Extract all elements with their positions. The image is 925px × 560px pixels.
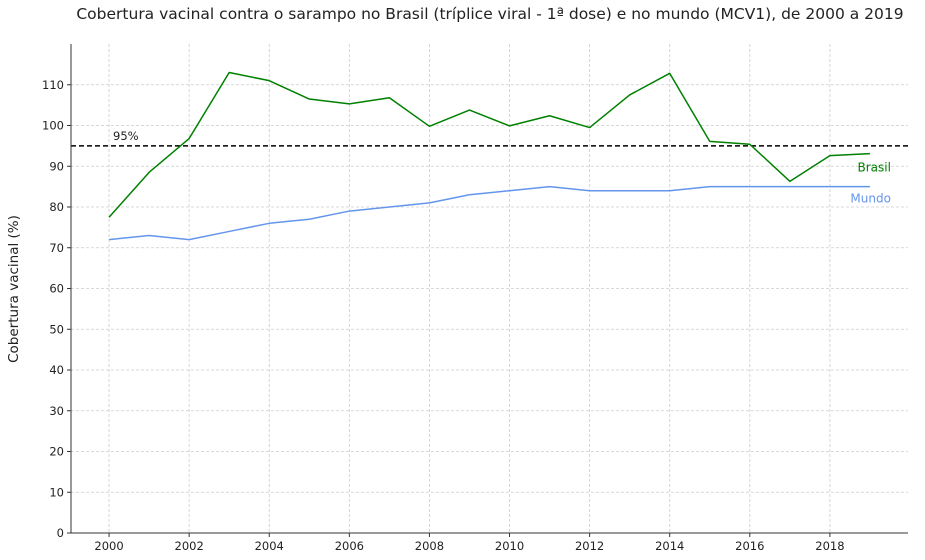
series-lines bbox=[108, 71, 870, 241]
y-tick-label: 10 bbox=[49, 485, 64, 499]
x-tick-label: 2006 bbox=[335, 539, 364, 553]
x-tick-label: 2002 bbox=[175, 539, 204, 553]
series-label-mundo: Mundo bbox=[850, 192, 891, 206]
y-axis-label: Cobertura vacinal (%) bbox=[6, 215, 22, 363]
x-tick-label: 2000 bbox=[94, 539, 123, 553]
chart-title: Cobertura vacinal contra o sarampo no Br… bbox=[76, 5, 904, 23]
y-tick-label: 110 bbox=[42, 78, 64, 92]
x-tick-label: 2008 bbox=[415, 539, 444, 553]
x-tick-label: 2016 bbox=[735, 539, 764, 553]
x-tick-label: 2010 bbox=[495, 539, 524, 553]
x-tick-label: 2014 bbox=[655, 539, 684, 553]
x-tick-label: 2012 bbox=[575, 539, 604, 553]
series-labels: Brasil Mundo bbox=[850, 161, 891, 206]
series-line-brasil bbox=[108, 71, 870, 218]
y-tick-label: 100 bbox=[42, 119, 64, 133]
x-tick-label: 2004 bbox=[255, 539, 284, 553]
axes bbox=[67, 44, 908, 537]
y-tick-label: 70 bbox=[49, 241, 64, 255]
tick-labels: 0 10 20 30 40 50 60 70 80 90 100 110 2000 2002 2004 200… bbox=[42, 78, 845, 553]
y-tick-label: 30 bbox=[49, 404, 64, 418]
y-tick-label: 40 bbox=[49, 363, 64, 377]
series-label-brasil: Brasil bbox=[858, 161, 891, 175]
y-tick-label: 50 bbox=[49, 322, 64, 336]
series-line-mundo bbox=[108, 185, 870, 241]
y-tick-label: 80 bbox=[49, 200, 64, 214]
y-tick-label: 0 bbox=[57, 526, 64, 540]
y-tick-label: 90 bbox=[49, 159, 64, 173]
reference-line-label: 95% bbox=[113, 129, 139, 143]
y-tick-label: 20 bbox=[49, 445, 64, 459]
grid-lines bbox=[71, 44, 908, 533]
x-tick-label: 2018 bbox=[815, 539, 844, 553]
y-tick-label: 60 bbox=[49, 282, 64, 296]
reference-line-group: 95% bbox=[71, 129, 908, 147]
